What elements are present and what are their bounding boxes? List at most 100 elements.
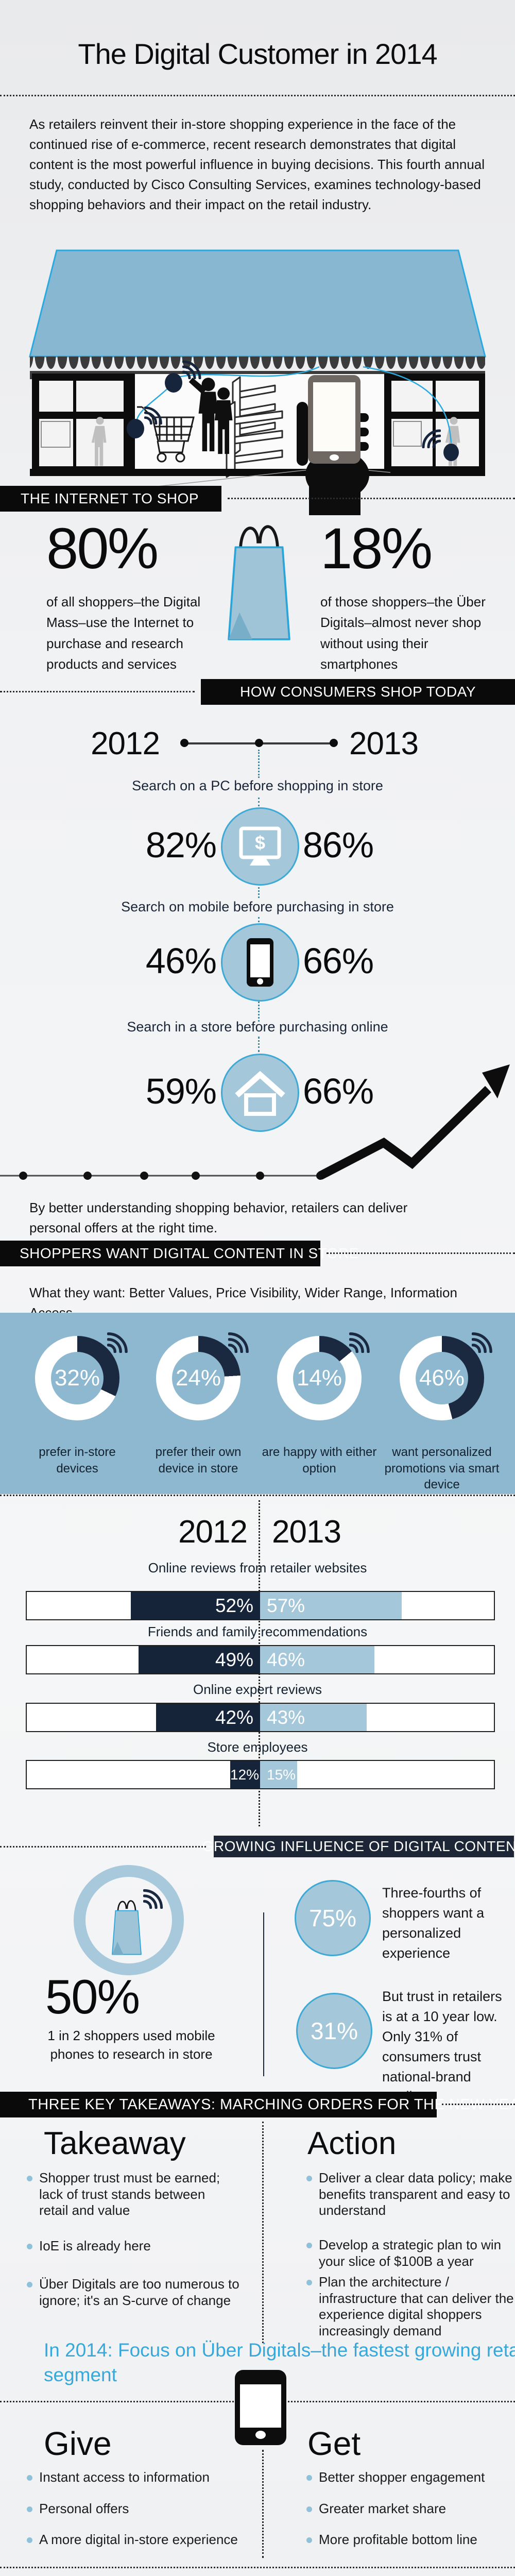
action-item-text: Plan the architecture / infrastructure t… [319, 2274, 514, 2339]
donut-value: 14% [293, 1352, 346, 1404]
bar-2013-segment: 46% [260, 1646, 374, 1673]
row-mobile-label: Search on mobile before purchasing in st… [121, 899, 394, 914]
action-title: Action [307, 2126, 397, 2161]
action-item: Deliver a clear data policy; make benefi… [306, 2170, 512, 2219]
stat-50-value: 50% [45, 1970, 140, 2024]
hand-phone-icon [129, 375, 391, 515]
banner-label: GROWING INFLUENCE OF DIGITAL CONTENT [202, 1838, 515, 1854]
connector-dots [258, 884, 260, 898]
mobile-research-ring [74, 1865, 184, 1975]
bar-label-friends-family: Friends and family recommendations [147, 1624, 368, 1639]
connector-dots [258, 917, 260, 922]
donut-label: are happy with either option [262, 1445, 377, 1476]
takeaway-title: Takeaway [44, 2126, 186, 2161]
get-item-text: More profitable bottom line [319, 2532, 477, 2547]
shoppers-silhouette-icon [188, 378, 233, 454]
stat-75-circle: 75% [295, 1880, 371, 1956]
monitor-dollar-icon: $ [239, 826, 281, 866]
trend-arrow-chart [0, 1064, 510, 1180]
bars-year-2012: 2012 [178, 1514, 248, 1550]
donut-value: 24% [172, 1352, 225, 1404]
donut-chart-own-device: 24% [156, 1336, 241, 1420]
store-2013-value: 66% [303, 1071, 374, 1111]
takeaway-item-text: Shopper trust must be earned; lack of tr… [39, 2170, 220, 2218]
bullet-icon [306, 2475, 312, 2481]
connector-dots [258, 1037, 260, 1052]
bar-2013-segment: 57% [260, 1592, 402, 1619]
insight-paragraph: By better understanding shopping behavio… [29, 1200, 408, 1235]
bar-row-friends-family: 49% 46% [26, 1645, 495, 1674]
action-item-text: Deliver a clear data policy; make benefi… [319, 2170, 512, 2218]
left-window-icon [32, 374, 131, 472]
intro-paragraph: As retailers reinvent their in-store sho… [29, 116, 485, 212]
stat-50-caption: 1 in 2 shoppers used mobile phones to re… [47, 2028, 215, 2062]
takeaway-item: IoE is already here [27, 2238, 233, 2255]
band-divider [0, 1495, 515, 1496]
focus-2014-heading: In 2014: Focus on Über Digitals–the fast… [44, 2340, 515, 2386]
banner-divider [0, 691, 195, 692]
get-title: Get [307, 2425, 361, 2462]
stat-31-text: But trust in retailers is at a 10 year l… [382, 1989, 502, 2104]
wifi-icon [228, 1328, 253, 1353]
bullet-icon [306, 2537, 312, 2543]
bars-year-2013: 2013 [272, 1514, 341, 1550]
takeaway-item-text: IoE is already here [39, 2238, 151, 2253]
give-item: Personal offers [27, 2501, 243, 2517]
row-store-label: Search in a store before purchasing onli… [127, 1019, 388, 1035]
banner-label: THREE KEY TAKEAWAYS: MARCHING ORDERS FOR… [28, 2096, 515, 2113]
give-item-text: Personal offers [39, 2501, 129, 2516]
wifi-icon [472, 1328, 496, 1353]
store-house-circle [221, 1054, 299, 1132]
stat-18-value: 18% [320, 516, 433, 581]
stat-31-value: 31% [310, 2018, 358, 2044]
donut-chart-in-store: 32% [35, 1336, 119, 1420]
get-item: Greater market share [306, 2501, 512, 2517]
vertical-divider [263, 1912, 264, 2076]
donut-value: 46% [416, 1352, 468, 1404]
takeaway-item: Shopper trust must be earned; lack of tr… [27, 2170, 233, 2219]
arrowhead-icon [482, 1064, 510, 1098]
wifi-icon [143, 1885, 167, 1909]
svg-text:$: $ [255, 832, 265, 853]
banner-shoppers-want: SHOPPERS WANT DIGITAL CONTENT IN STORE [0, 1241, 358, 1266]
give-item: A more digital in-store experience [27, 2532, 253, 2548]
bullet-icon [306, 2280, 312, 2285]
section-divider [0, 2567, 515, 2568]
banner-label: SHOPPERS WANT DIGITAL CONTENT IN STORE [20, 1245, 359, 1261]
donut-label: prefer in-store devices [39, 1445, 116, 1476]
storefront-illustration [29, 249, 486, 515]
bullet-icon [27, 2282, 32, 2287]
banner-label: THE INTERNET TO SHOP [21, 490, 199, 506]
banner-divider [327, 1252, 515, 1254]
get-item-text: Better shopper engagement [319, 2469, 485, 2485]
banner-internet-to-shop: THE INTERNET TO SHOP [0, 486, 221, 512]
pc-2013-value: 86% [303, 825, 374, 865]
stat-80-value: 80% [46, 516, 159, 581]
smartphone-icon [235, 2370, 286, 2445]
action-item-text: Develop a strategic plan to win your sli… [319, 2237, 502, 2269]
shopping-bag-icon [210, 513, 308, 646]
stat-75-text: Three-fourths of shoppers want a persona… [382, 1885, 485, 1961]
banner-how-consumers-shop: HOW CONSUMERS SHOP TODAY [201, 679, 515, 705]
give-item-text: Instant access to information [39, 2469, 210, 2485]
bar-2013-segment: 15% [260, 1761, 297, 1788]
banner-divider [442, 2104, 515, 2105]
timeline-dot [255, 739, 263, 747]
donut-chart-either: 14% [277, 1336, 362, 1420]
columns-divider-dots [262, 2122, 264, 2343]
give-item: Instant access to information [27, 2469, 243, 2486]
bullet-icon [306, 2506, 312, 2512]
right-window-icon [384, 374, 485, 472]
store-icon [235, 1071, 285, 1116]
bar-row-store-employees: 12% 15% [26, 1760, 495, 1789]
action-item: Plan the architecture / infrastructure t… [306, 2274, 515, 2340]
connector-dots [258, 998, 260, 1022]
wifi-icon [107, 1328, 132, 1353]
bullet-icon [306, 2176, 312, 2181]
awning-icon [29, 249, 486, 379]
donut-chart-promotions: 46% [400, 1336, 484, 1420]
get-item: More profitable bottom line [306, 2532, 512, 2548]
mobile-2013-value: 66% [303, 941, 374, 981]
bar-2013-segment: 43% [260, 1704, 367, 1731]
